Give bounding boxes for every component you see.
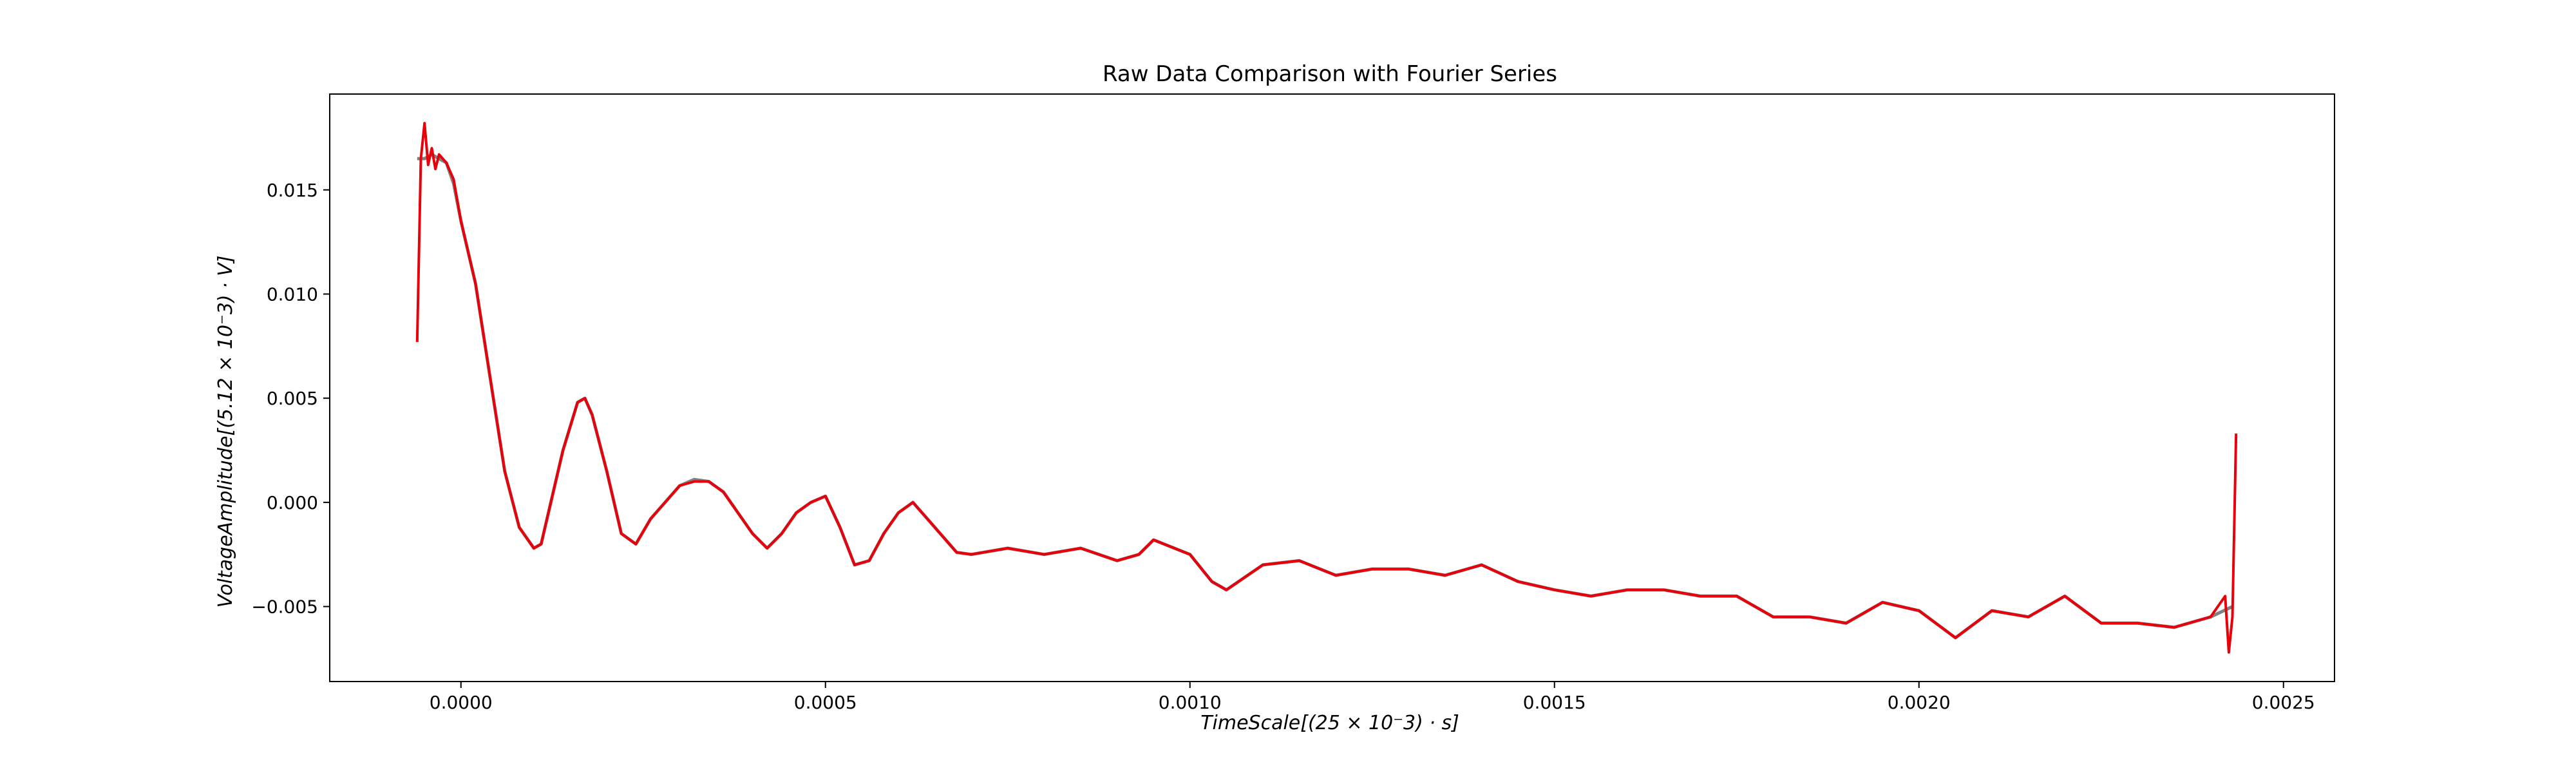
y-tick-label: 0.000 bbox=[267, 492, 318, 513]
y-tick-label: 0.005 bbox=[267, 388, 318, 409]
y-tick-label: −0.005 bbox=[251, 596, 318, 618]
x-tick-label: 0.0000 bbox=[430, 692, 493, 713]
plot-area: 0.0000 0.0005 0.0010 0.0015 0.0020 0.0025 −0.0… bbox=[251, 93, 2335, 713]
chart-title: Raw Data Comparison with Fourier Series bbox=[1103, 61, 1557, 87]
axes-frame bbox=[329, 93, 2335, 682]
series-line-fourier bbox=[415, 122, 2238, 654]
y-tick-label: 0.010 bbox=[267, 283, 318, 305]
x-tick-label: 0.0010 bbox=[1159, 692, 1222, 713]
y-tick-label: 0.015 bbox=[267, 180, 318, 201]
x-tick-label: 0.0015 bbox=[1523, 692, 1586, 713]
x-tick-label: 0.0005 bbox=[794, 692, 857, 713]
x-axis-label: TimeScale[(25 × 10⁻3) · s] bbox=[1200, 712, 1459, 734]
x-tick-label: 0.0020 bbox=[1888, 692, 1951, 713]
y-axis-label: VoltageAmplitude[(5.12 × 10⁻3) · V] bbox=[214, 256, 237, 608]
x-tick-label: 0.0025 bbox=[2252, 692, 2315, 713]
